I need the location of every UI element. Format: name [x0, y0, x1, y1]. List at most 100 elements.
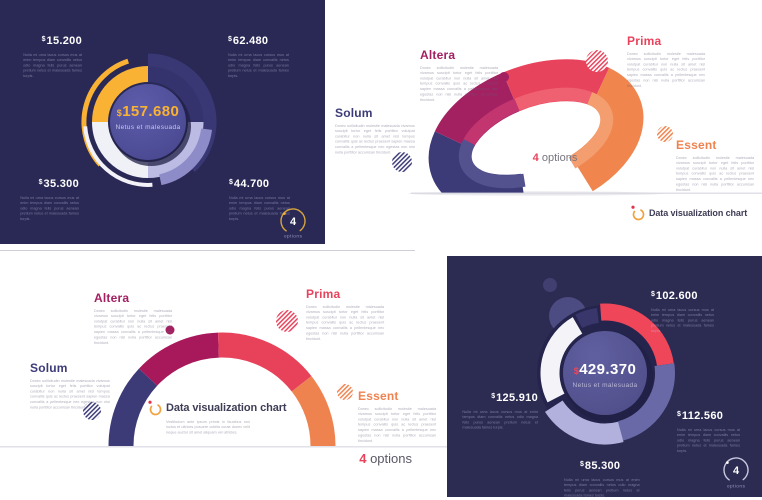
outer-arc-white	[83, 126, 153, 187]
badge-dot	[726, 461, 729, 464]
segment-altera	[434, 72, 520, 150]
item-solum: Solum Donec sollicitudin molestie malesu…	[335, 106, 525, 200]
label-description: Nulla mi urna lacus cursus mus at enim t…	[23, 52, 82, 79]
semicircle-donut-chart	[0, 310, 447, 448]
item-description: Donec sollicitudin molestie malesuada vi…	[420, 65, 499, 102]
segment-solum	[108, 368, 158, 447]
value-label-left: $125.910 Nulla mi urna lacus cursus mus …	[462, 392, 538, 430]
item-title: Solum	[335, 106, 373, 120]
item-title: Solum	[30, 361, 68, 375]
hatched-circle-solum	[83, 402, 101, 420]
floor-line	[0, 446, 447, 448]
badge-label: options	[283, 233, 303, 239]
panel-top-right-perspective-donut: Altera Donec sollicitudin molestie males…	[325, 0, 762, 250]
value-label-bottom-left: $35.300 Nulla mi urna lacus cursus mus a…	[20, 178, 79, 222]
item-description: Donec sollicitudin molestie malesuada vi…	[358, 406, 437, 443]
inner-tint-solum	[458, 138, 526, 189]
label-description: Nulla mi urna lacus cursus mus at enim t…	[229, 195, 290, 222]
inner-tint-essent	[568, 92, 614, 169]
label-description: Nulla mi urna lacus cursus mus at enim t…	[20, 195, 79, 222]
center-value: $429.370	[573, 361, 637, 378]
segment-lavender	[544, 400, 624, 445]
item-description: Donec sollicitudin molestie malesuada vi…	[306, 304, 385, 341]
badge-number: 4	[290, 216, 297, 228]
label-description: Nulla mi urna lacus cursus mus at enim t…	[677, 427, 740, 454]
item-title: Altera	[94, 291, 130, 305]
item-title: Prima	[627, 34, 662, 48]
segment-white	[540, 317, 583, 403]
logo-description: Vestibulum ante ipsum primis in faucibus…	[166, 419, 250, 435]
currency-sign: $	[573, 366, 580, 376]
segment-essent	[291, 376, 336, 447]
segment-red	[600, 303, 674, 367]
hatched-circle-prima	[586, 50, 608, 72]
center-value: $157.680	[116, 103, 180, 120]
item-essent: Essent Donec sollicitudin molestie males…	[358, 389, 447, 495]
logo-icon	[148, 400, 162, 416]
segment-prima	[502, 59, 610, 112]
currency-sign: $	[116, 108, 123, 118]
segment-altera	[138, 332, 220, 386]
dot-altera	[165, 325, 175, 335]
item-altera: Altera Donec sollicitudin molestie males…	[420, 48, 606, 154]
inner-tint-altera	[463, 98, 520, 146]
deco-circle-small	[543, 278, 557, 292]
donut-chart-bottom-right	[537, 278, 675, 445]
value-label-bottom: $85.300 Nulla mi urna lacus cursus mus a…	[564, 460, 640, 497]
logo-icon	[631, 205, 645, 221]
segment-navy	[147, 66, 204, 123]
options-badge: 4	[280, 208, 306, 234]
item-solum: Solum Donec sollicitudin molestie malesu…	[30, 361, 220, 455]
item-description: Donec sollicitudin molestie malesuada vi…	[627, 51, 706, 88]
donut-chart-top-left	[81, 53, 217, 187]
item-prima: Prima Donec sollicitudin molestie malesu…	[306, 287, 447, 393]
label-description: Nulla mi urna lacus cursus mus at enim t…	[651, 307, 714, 334]
item-title: Altera	[420, 48, 456, 62]
segment-yellow	[92, 66, 149, 123]
floor-mask	[325, 193, 762, 250]
badge-number: 4	[733, 465, 740, 477]
hatched-circle-prima	[276, 310, 298, 332]
center-subtitle: Netus et malesuada	[115, 124, 181, 131]
hatched-circle-essent	[337, 384, 353, 400]
inner-tint-prima	[514, 87, 593, 111]
panel-top-left-donut: $157.680 Netus et malesuada $15.200 Null…	[0, 0, 325, 244]
segment-gap	[575, 307, 600, 329]
value-label-top-left: $15.200 Nulla mi urna lacus cursus mus a…	[23, 35, 82, 79]
item-title: Prima	[306, 287, 341, 301]
outer-arc-lavender	[158, 128, 213, 186]
options-badge: 4	[723, 457, 749, 483]
ring-group	[428, 59, 644, 217]
value-label-bottom-right: $44.700 Nulla mi urna lacus cursus mus a…	[229, 178, 290, 222]
item-description: Donec sollicitudin molestie malesuada vi…	[676, 155, 755, 192]
badge-label: options	[726, 483, 746, 489]
segment-purple	[617, 363, 675, 441]
panel-divider-line	[0, 250, 415, 251]
item-prima: Prima Donec sollicitudin molestie malesu…	[627, 34, 762, 140]
logo-text: Data visualization chart	[166, 402, 287, 414]
label-description: Nulla mi urna lacus cursus mus at enim t…	[228, 52, 289, 79]
badge-ring	[280, 208, 306, 234]
item-title: Essent	[676, 138, 717, 152]
item-description: Donec sollicitudin molestie malesuada vi…	[335, 123, 415, 155]
center-circle	[563, 331, 647, 415]
perspective-donut-chart	[325, 50, 762, 250]
panel-bottom-left-semicircle: Altera Donec sollicitudin molestie males…	[0, 244, 447, 500]
segment-lavender	[147, 121, 204, 178]
brand-logo: Data visualization chart Vestibulum ante…	[148, 400, 366, 457]
value-label-top: $102.600 Nulla mi urna lacus cursus mus …	[651, 290, 714, 334]
dot-altera	[499, 72, 509, 82]
floor-line	[411, 192, 762, 194]
item-essent: Essent Donec sollicitudin molestie males…	[676, 138, 762, 244]
item-description: Donec sollicitudin molestie malesuada vi…	[30, 378, 110, 410]
panel-bottom-right-donut: $429.370 Netus et malesuada $102.600 Nul…	[447, 256, 762, 497]
label-description: Nulla mi urna lacus cursus mus at enim t…	[564, 477, 640, 497]
segment-white	[92, 121, 149, 178]
item-title: Essent	[358, 389, 399, 403]
badge-dot	[283, 212, 286, 215]
label-description: Nulla mi urna lacus cursus mus at enim t…	[462, 409, 538, 430]
brand-logo: Data visualization chart	[631, 205, 747, 221]
value-label-top-right: $62.480 Nulla mi urna lacus cursus mus a…	[228, 35, 289, 79]
badge-ring	[723, 457, 749, 483]
